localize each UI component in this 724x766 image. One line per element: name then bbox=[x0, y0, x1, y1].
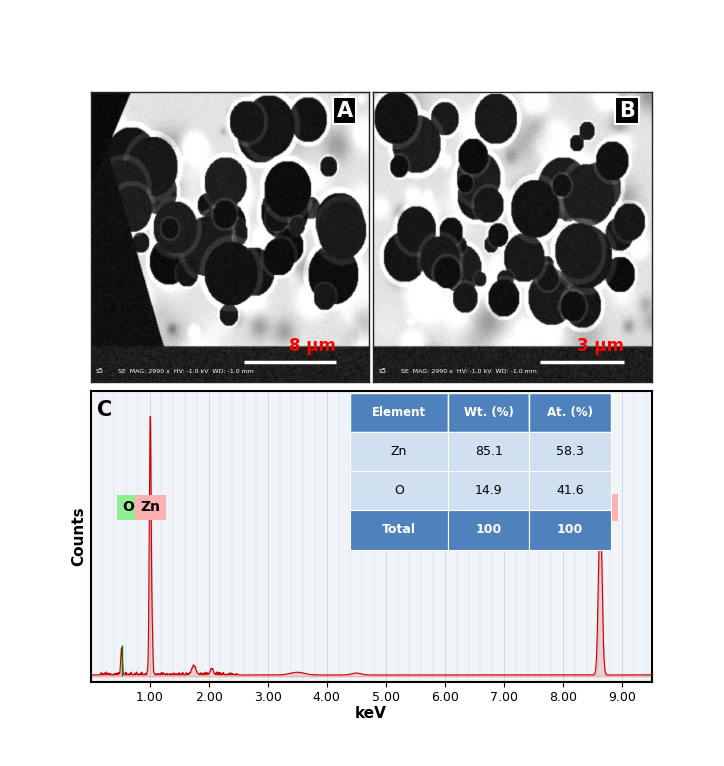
Bar bbox=[350, 393, 448, 432]
Text: Wt. (%): Wt. (%) bbox=[463, 406, 513, 419]
Bar bbox=[529, 510, 610, 549]
Text: O: O bbox=[394, 484, 404, 497]
X-axis label: keV: keV bbox=[355, 705, 387, 721]
Text: 3 μm: 3 μm bbox=[577, 337, 623, 355]
Text: 100: 100 bbox=[476, 523, 502, 536]
Text: 8 μm: 8 μm bbox=[289, 337, 336, 355]
Text: 14.9: 14.9 bbox=[475, 484, 502, 497]
Text: At. (%): At. (%) bbox=[547, 406, 593, 419]
Bar bbox=[350, 432, 448, 471]
Text: A: A bbox=[337, 100, 353, 120]
Text: O: O bbox=[122, 500, 135, 515]
Bar bbox=[350, 471, 448, 510]
Bar bbox=[529, 393, 610, 432]
Text: s5: s5 bbox=[96, 368, 104, 374]
Text: Zn: Zn bbox=[140, 500, 161, 515]
Text: C: C bbox=[97, 400, 112, 420]
Text: 85.1: 85.1 bbox=[475, 445, 502, 458]
Bar bbox=[448, 510, 529, 549]
Text: 41.6: 41.6 bbox=[556, 484, 584, 497]
Bar bbox=[529, 432, 610, 471]
Bar bbox=[448, 432, 529, 471]
Text: 58.3: 58.3 bbox=[556, 445, 584, 458]
Y-axis label: Counts: Counts bbox=[72, 506, 86, 566]
Bar bbox=[448, 393, 529, 432]
Text: SE  MAG: 2990 x  HV: -1.0 kV  WD: -1.0 mm: SE MAG: 2990 x HV: -1.0 kV WD: -1.0 mm bbox=[400, 368, 536, 374]
Text: s5: s5 bbox=[379, 368, 387, 374]
Bar bbox=[350, 510, 448, 549]
Text: B: B bbox=[619, 100, 635, 120]
Text: Element: Element bbox=[371, 406, 426, 419]
Text: Zn: Zn bbox=[592, 500, 613, 515]
Bar bbox=[448, 471, 529, 510]
Text: Total: Total bbox=[382, 523, 416, 536]
Text: Zn: Zn bbox=[391, 445, 407, 458]
Text: 100: 100 bbox=[557, 523, 583, 536]
Text: SE  MAG: 2990 x  HV: -1.0 kV  WD: -1.0 mm: SE MAG: 2990 x HV: -1.0 kV WD: -1.0 mm bbox=[119, 368, 254, 374]
Bar bbox=[529, 471, 610, 510]
